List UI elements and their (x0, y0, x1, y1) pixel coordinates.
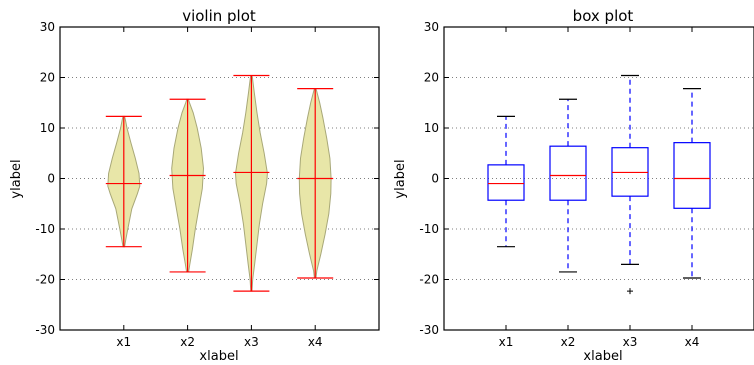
violin-plot-xtick-label: x4 (308, 335, 323, 349)
box-plot-ytick-label: -10 (419, 222, 439, 236)
box-iqr-x2 (549, 145, 587, 201)
box-plot-xtick-label: x4 (685, 335, 700, 349)
violin-plot-xtick-label: x3 (244, 335, 259, 349)
violin-plot-ytick-label: 0 (47, 172, 55, 186)
box-plot-ytick-label: -20 (419, 273, 439, 287)
box-plot-xtick-label: x1 (499, 335, 514, 349)
box-plot-ytick-label: 20 (424, 71, 439, 85)
box-plot-ytick-label: 30 (424, 20, 439, 34)
box-iqr-x4 (673, 142, 711, 209)
violin-plot-xtick-label: x1 (116, 335, 131, 349)
box-plot-xtick-label: x2 (561, 335, 576, 349)
box-iqr-x1 (487, 164, 525, 201)
violin-plot-ytick-label: -30 (35, 323, 55, 337)
violin-plot-ytick-label: -10 (35, 222, 55, 236)
violin-plot-ytick-label: 20 (40, 71, 55, 85)
violin-plot-ylabel: ylabel (9, 159, 24, 198)
violin-plot-ytick-label: -20 (35, 273, 55, 287)
violin-plot-xtick-label: x2 (180, 335, 195, 349)
box-plot-xlabel: xlabel (583, 349, 622, 364)
box-plot-ytick-label: 10 (424, 121, 439, 135)
violin-plot-ytick-label: 30 (40, 20, 55, 34)
box-plot-ylabel: ylabel (393, 159, 408, 198)
box-plot-ytick-label: 0 (431, 172, 439, 186)
box-plot-title: box plot (573, 7, 634, 25)
violin-plot-ytick-label: 10 (40, 121, 55, 135)
box-plot-ytick-label: -30 (419, 323, 439, 337)
box-plot-xtick-label: x3 (623, 335, 638, 349)
violin-plot-title: violin plot (182, 7, 256, 25)
violin-plot-xlabel: xlabel (199, 349, 238, 364)
violin-plot-panel: violin plot xlabel ylabel -30 -20 -10 0 10 20… (9, 7, 380, 364)
box-plot-panel: box plot xlabel ylabel -30 -20 -10 0 10 20 30 x… (393, 7, 754, 364)
